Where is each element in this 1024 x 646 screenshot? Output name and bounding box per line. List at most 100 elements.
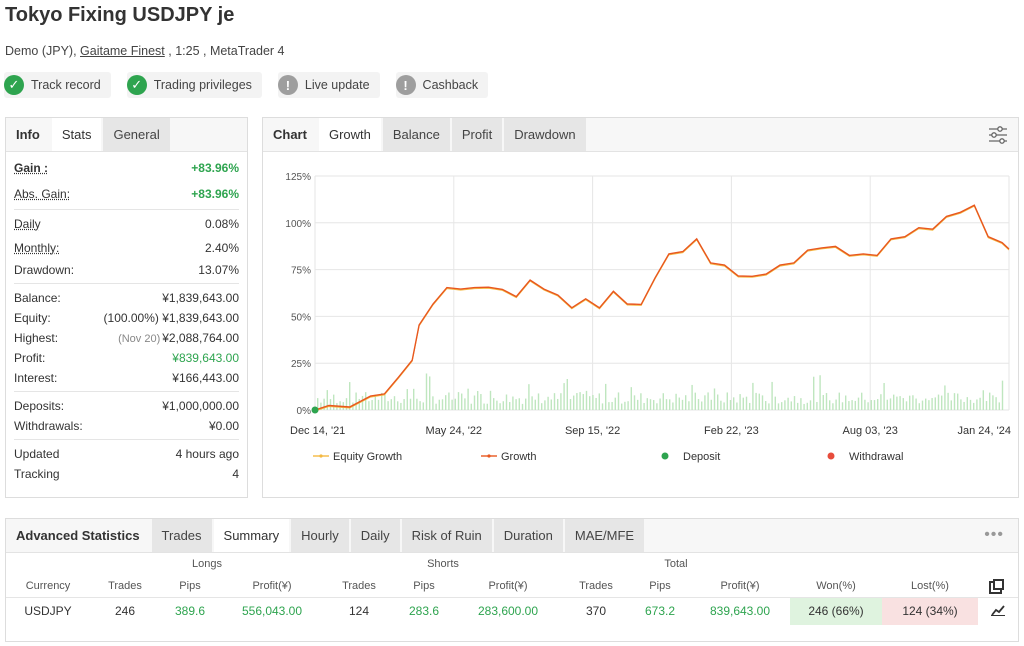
stat-value: +83.96%	[191, 161, 239, 175]
stat-label[interactable]: Monthly:	[14, 241, 60, 255]
tab-hourly[interactable]: Hourly	[291, 519, 349, 552]
tab-drawdown[interactable]: Drawdown	[504, 118, 586, 151]
cell-long-pips: 389.6	[160, 596, 220, 625]
trade-volume-bar	[905, 401, 908, 410]
trade-volume-bar	[979, 397, 981, 410]
stat-profit: Profit: ¥839,643.00	[6, 348, 247, 368]
trade-volume-bar	[694, 392, 696, 410]
col-header: Profit(¥)	[252, 579, 292, 592]
trade-volume-bar	[736, 402, 738, 410]
stat-value: ¥1,839,643.00	[162, 291, 239, 305]
trade-volume-bar	[765, 401, 767, 410]
trade-volume-bar	[509, 402, 511, 410]
series-growth-line	[314, 204, 1010, 411]
legend-label: Growth	[501, 451, 536, 463]
trade-volume-bar	[355, 392, 357, 410]
broker-link[interactable]: Gaitame Finest	[80, 44, 165, 58]
trade-volume-bar	[531, 396, 533, 410]
advanced-tabs: Advanced Statistics Trades Summary Hourl…	[6, 519, 1018, 553]
tab-balance[interactable]: Balance	[382, 118, 450, 151]
trade-volume-bar	[989, 392, 991, 410]
trade-volume-bar	[957, 393, 959, 410]
tab-general[interactable]: General	[103, 118, 170, 151]
tab-chart[interactable]: Chart	[273, 127, 307, 142]
stat-label: Equity:	[14, 311, 51, 325]
stat-value: ¥1,000,000.00	[162, 399, 239, 413]
more-options-icon[interactable]: •••	[984, 526, 1004, 543]
stat-interest: Interest: ¥166,443.00	[6, 368, 247, 388]
trade-volume-bar	[992, 395, 994, 410]
stat-label[interactable]: Gain :	[14, 161, 49, 175]
stat-label[interactable]: Daily	[14, 217, 41, 231]
tab-risk-of-ruin[interactable]: Risk of Ruin	[401, 519, 492, 552]
trade-volume-bar	[704, 395, 706, 410]
trade-volume-bar	[317, 398, 319, 410]
trade-volume-bar	[333, 394, 335, 410]
trade-volume-bar	[941, 395, 943, 410]
trade-volume-bar	[841, 402, 844, 410]
y-tick-label: 0%	[297, 406, 312, 417]
stat-updated: Updated 4 hours ago	[6, 444, 247, 464]
trade-volume-bar	[605, 383, 607, 410]
stat-value: 0.08%	[204, 217, 239, 231]
x-tick-label: Aug 03, '23	[843, 425, 898, 437]
trade-volume-bar	[406, 389, 408, 410]
col-header: Trades	[342, 579, 376, 592]
badge-trading-privileges[interactable]: ✓ Trading privileges	[126, 72, 262, 98]
trade-volume-bar	[461, 393, 463, 410]
tab-stats[interactable]: Stats	[51, 118, 102, 151]
badge-cashback[interactable]: ! Cashback	[395, 72, 489, 98]
chart-line-icon[interactable]	[991, 604, 1005, 616]
group-header-row: Longs Shorts Total	[6, 553, 1018, 575]
trade-volume-bar	[409, 398, 412, 410]
tab-trades[interactable]: Trades	[151, 519, 212, 552]
trade-volume-bar	[848, 401, 850, 410]
trade-volume-bar	[486, 403, 488, 410]
trade-volume-bar	[742, 397, 744, 410]
trade-volume-bar	[857, 397, 860, 410]
copy-icon[interactable]	[992, 578, 1004, 590]
tab-growth[interactable]: Growth	[318, 118, 381, 151]
tab-duration[interactable]: Duration	[493, 519, 563, 552]
stat-value: 2.40%	[204, 241, 239, 255]
cell-lost: 124 (34%)	[882, 596, 978, 625]
trade-volume-bar	[368, 401, 370, 410]
tab-summary[interactable]: Summary	[213, 519, 290, 552]
column-header-row: Currency Trades Pips Profit(¥) Trades Pi…	[6, 575, 1018, 597]
trade-volume-bar	[867, 402, 869, 410]
trade-volume-bar	[931, 398, 933, 410]
trade-volume-bar	[374, 394, 376, 410]
trade-volume-bar	[665, 399, 668, 410]
trade-volume-bar	[505, 394, 508, 410]
tab-profit[interactable]: Profit	[451, 118, 503, 151]
trade-volume-bar	[512, 396, 514, 410]
trade-volume-bar	[569, 399, 572, 410]
tab-daily[interactable]: Daily	[350, 519, 400, 552]
trade-volume-bar	[883, 383, 885, 410]
trade-volume-bar	[464, 398, 466, 410]
badge-live-update[interactable]: ! Live update	[277, 72, 380, 98]
trade-volume-bar	[649, 399, 652, 410]
trade-volume-bar	[365, 392, 367, 410]
stat-label: Deposits:	[14, 399, 65, 413]
trade-volume-bar	[480, 394, 482, 410]
trade-volume-bar	[397, 401, 399, 410]
highest-date: (Nov 20)	[118, 333, 161, 345]
tab-mae-mfe[interactable]: MAE/MFE	[564, 519, 645, 552]
trade-volume-bar	[541, 403, 543, 410]
filter-settings-icon[interactable]	[988, 126, 1008, 144]
trade-volume-bar	[585, 390, 588, 410]
trade-volume-bar	[982, 390, 984, 410]
trade-volume-bar	[630, 387, 632, 410]
badge-track-record[interactable]: ✓ Track record	[4, 72, 111, 98]
trade-volume-bar	[659, 398, 661, 410]
trade-volume-bar	[681, 399, 684, 410]
trade-volume-bar	[825, 393, 828, 410]
trade-volume-bar	[809, 400, 812, 410]
trade-volume-bar	[803, 403, 805, 410]
trade-volume-bar	[557, 398, 559, 410]
growth-chart: 125% 100% 75% 50% 25% 0% Dec 14, '21 May 24, '…	[285, 172, 1011, 463]
trade-volume-bar	[998, 402, 1000, 410]
stat-label[interactable]: Abs. Gain:	[14, 187, 71, 201]
tab-info[interactable]: Info	[16, 127, 40, 142]
